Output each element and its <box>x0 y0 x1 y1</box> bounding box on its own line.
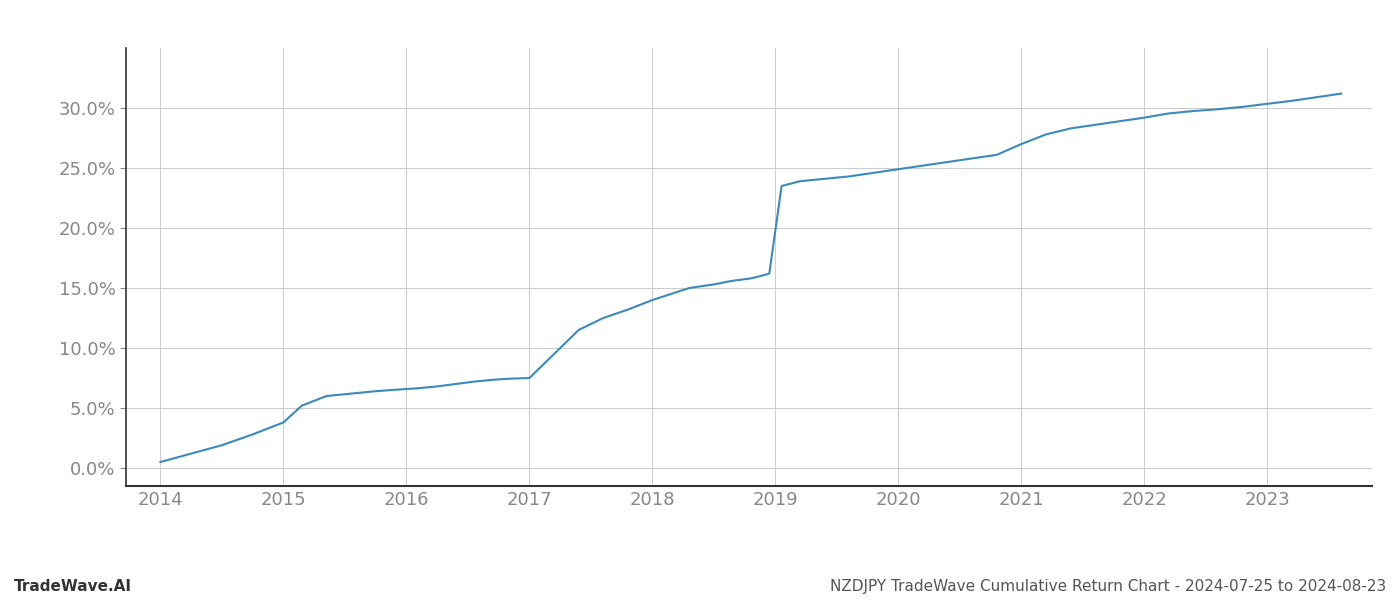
Text: TradeWave.AI: TradeWave.AI <box>14 579 132 594</box>
Text: NZDJPY TradeWave Cumulative Return Chart - 2024-07-25 to 2024-08-23: NZDJPY TradeWave Cumulative Return Chart… <box>830 579 1386 594</box>
